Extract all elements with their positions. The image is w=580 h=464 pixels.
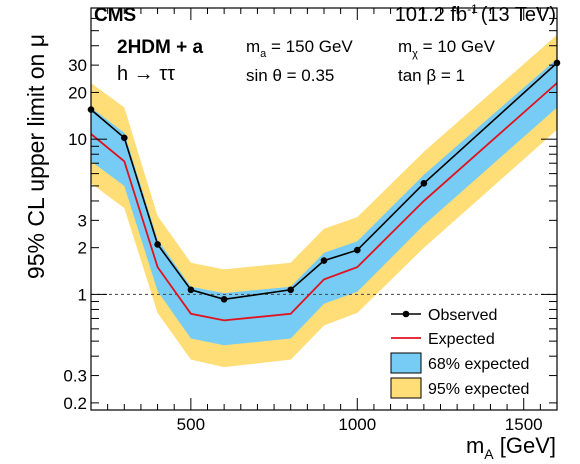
band-95-expected — [91, 34, 557, 368]
x-axis-title: mA [GeV] — [466, 433, 556, 462]
observed-point — [354, 246, 361, 254]
y-tick-label: 2 — [78, 239, 87, 258]
decay-label: h → ττ — [117, 63, 175, 85]
luminosity-label: 101.2 fb-1 (13 TeV) — [395, 2, 556, 26]
y-tick-label: 3 — [78, 211, 87, 230]
y-tick-label: 0.3 — [63, 367, 87, 386]
observed-point — [121, 134, 128, 142]
y-axis-title: 95% CL upper limit on μ — [23, 34, 49, 279]
legend-observed-label: Observed — [428, 307, 497, 324]
legend-95-label: 95% expected — [428, 381, 529, 398]
expected-limit-line — [90, 82, 558, 322]
observed-point — [287, 286, 295, 294]
experiment-label: CMS — [94, 5, 136, 26]
param-tanbeta: tan β = 1 — [398, 66, 465, 85]
x-tick-label: 500 — [177, 415, 205, 434]
y-tick-label: 1 — [78, 285, 87, 304]
observed-point — [187, 286, 195, 294]
y-tick-label: 30 — [68, 56, 87, 75]
model-label: 2HDM + a — [117, 37, 203, 58]
x-tick-label: 1500 — [505, 415, 543, 434]
observed-point — [154, 241, 161, 248]
y-tick-label: 10 — [68, 130, 87, 149]
param-ma: ma = 150 GeV — [246, 37, 353, 60]
param-sintheta: sin θ = 0.35 — [246, 66, 334, 85]
legend-expected-label: Expected — [428, 331, 495, 348]
legend-68-label: 68% expected — [428, 356, 529, 373]
y-tick-label: 0.2 — [63, 394, 87, 413]
band-68-expected — [91, 58, 557, 346]
observed-point — [320, 257, 328, 264]
x-tick-label: 1000 — [338, 415, 376, 434]
legend-68-swatch — [390, 352, 422, 374]
param-mchi: mχ = 10 GeV — [398, 37, 496, 60]
observed-point — [420, 180, 428, 187]
legend: Observed Expected 68% expected 95% expec… — [390, 307, 529, 399]
legend-95-swatch — [390, 377, 422, 399]
legend-observed-marker — [402, 310, 410, 318]
observed-point — [220, 296, 228, 303]
y-tick-label: 20 — [68, 83, 87, 102]
observed-limit-line — [90, 62, 558, 301]
plot-area: 500 1000 1500 0.2 0.3 1 2 3 10 20 30 — [63, 7, 561, 434]
